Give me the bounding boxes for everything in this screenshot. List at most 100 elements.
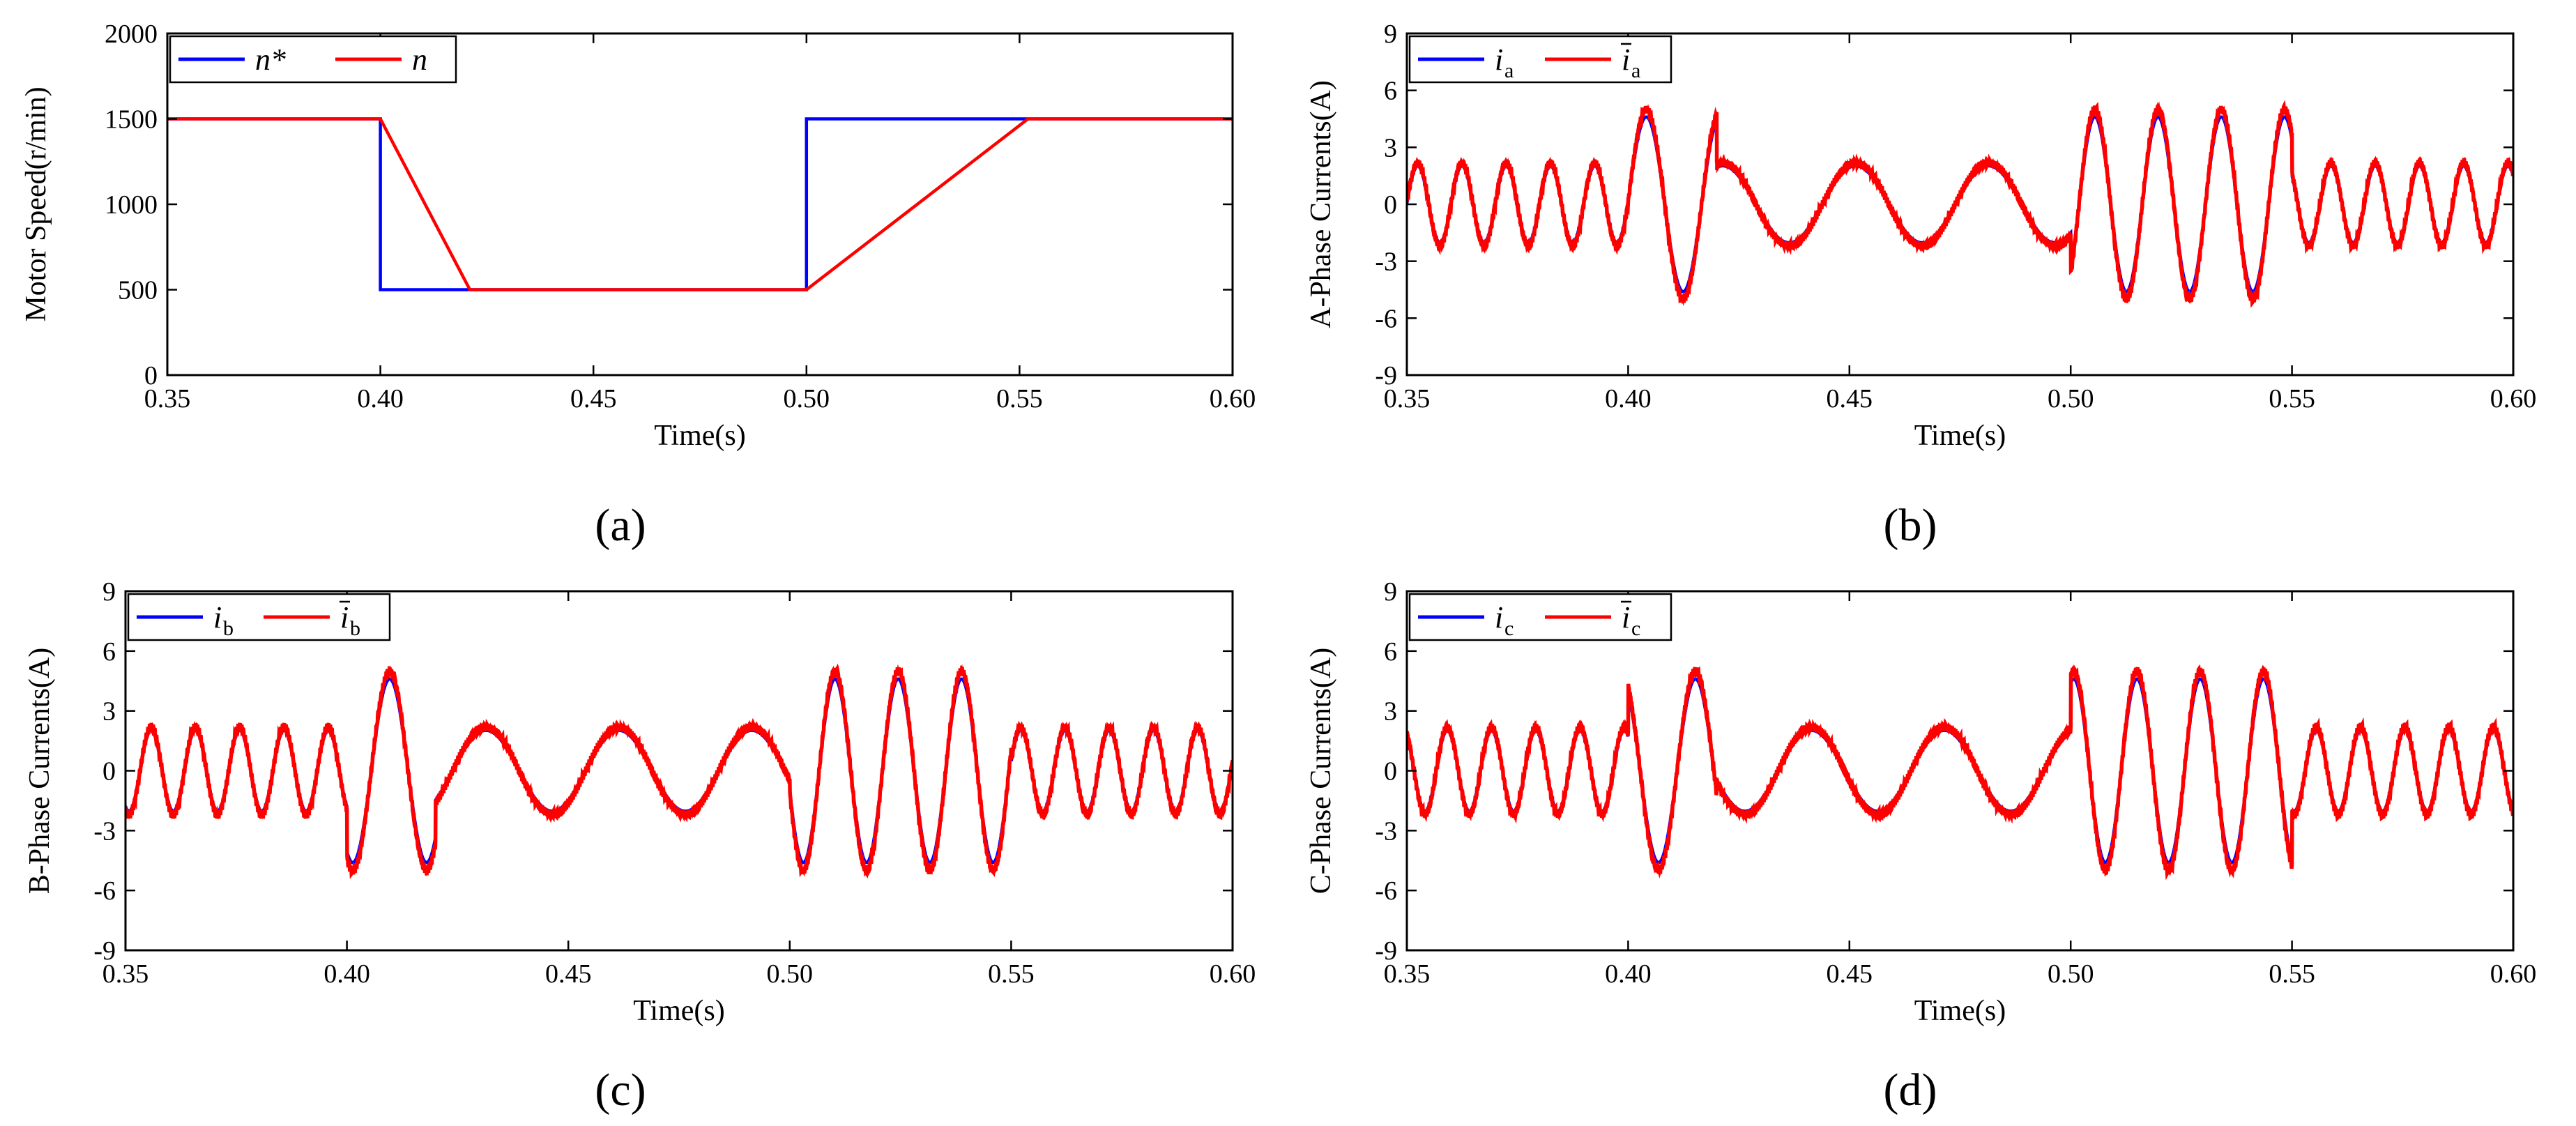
y-tick-label: -6: [93, 876, 116, 906]
legend-label-subscript: c: [1631, 617, 1640, 640]
y-tick-label: -3: [93, 816, 116, 846]
axes-frame: [124, 590, 1234, 952]
legend-label-subscript: c: [1504, 617, 1514, 640]
y-tick-label: 1500: [105, 105, 158, 135]
x-tick-label: 0.50: [2048, 384, 2094, 413]
panel-b: 0.35 0.40 0.45 0.50 0.55 0.60 -9 -6 -3 0 3 6 9 Time(s…: [1305, 20, 2536, 551]
y-axis-label: C-Phase Currents(A): [1305, 648, 1337, 894]
legend-label-subscript: a: [1504, 59, 1514, 82]
x-tick-label: 0.60: [2490, 959, 2537, 989]
y-tick-label: 9: [1384, 20, 1397, 49]
y-tick-label: -9: [93, 936, 116, 966]
x-axis-label: Time(s): [654, 420, 745, 452]
y-tick-label: -9: [1375, 936, 1397, 966]
x-axis-label: Time(s): [633, 995, 724, 1027]
panel-c: 0.35 0.40 0.45 0.50 0.55 0.60 -9 -6 -3 0 3 6 9 Time(s…: [24, 577, 1256, 1116]
x-tick-label: 0.45: [545, 959, 592, 989]
x-tick-label: 0.40: [1605, 384, 1652, 413]
legend-label-main: i: [340, 600, 349, 634]
y-tick-label: 0: [1384, 757, 1397, 786]
legend-label-subscript: b: [350, 617, 360, 640]
y-tick-label: -9: [1375, 361, 1397, 390]
series-line-n-star: [167, 117, 1233, 291]
axes-frame: [1405, 32, 2515, 376]
y-tick-label: 9: [102, 577, 116, 607]
panel-label: (b): [1884, 500, 1937, 551]
legend-label-main: n: [255, 43, 270, 77]
legend-label-main: i: [1622, 43, 1630, 77]
y-tick-label: 0: [102, 757, 116, 786]
series-line-ī_c: [1407, 664, 2513, 881]
x-tick-label: 0.55: [988, 959, 1035, 989]
y-tick-label: 6: [1384, 637, 1397, 667]
y-tick-label: 3: [1384, 133, 1397, 162]
x-tick-label: 0.40: [1605, 959, 1652, 989]
y-tick-label: -3: [1375, 248, 1397, 277]
x-tick-label: 0.55: [2269, 959, 2315, 989]
plot-lines: [1407, 100, 2513, 308]
legend-label-suffix: *: [272, 43, 287, 77]
y-tick-label: 500: [118, 276, 158, 305]
y-axis-label: Motor Speed(r/min): [20, 86, 52, 321]
x-tick-label: 0.60: [1210, 384, 1256, 413]
x-axis-label: Time(s): [1914, 995, 2006, 1027]
plot-lines: [167, 117, 1233, 291]
legend-label-main: i: [1495, 43, 1503, 77]
y-tick-label: -6: [1375, 304, 1397, 333]
plot-lines: [125, 663, 1233, 879]
x-tick-label: 0.55: [996, 384, 1043, 413]
legend-label-subscript: a: [1631, 59, 1640, 82]
legend-label-main: n: [412, 43, 427, 77]
panel-label: (d): [1884, 1065, 1937, 1116]
x-tick-label: 0.60: [1210, 959, 1256, 989]
x-tick-label: 0.45: [570, 384, 617, 413]
panel-label: (c): [595, 1065, 646, 1116]
y-tick-label: 6: [1384, 77, 1397, 106]
series-line-n: [167, 117, 1233, 291]
x-tick-label: 0.45: [1827, 959, 1873, 989]
y-tick-label: 0: [1384, 190, 1397, 220]
y-tick-label: -3: [1375, 816, 1397, 846]
x-tick-label: 0.55: [2269, 384, 2315, 413]
series-line-i_b: [125, 677, 1233, 865]
y-tick-label: 3: [1384, 697, 1397, 726]
x-tick-label: 0.40: [357, 384, 404, 413]
series-line-ī_a: [1407, 100, 2513, 308]
x-tick-label: 0.35: [1384, 959, 1431, 989]
panel-d: 0.35 0.40 0.45 0.50 0.55 0.60 -9 -6 -3 0 3 6 9 Time(s…: [1305, 577, 2536, 1116]
x-tick-label: 0.35: [1384, 384, 1431, 413]
y-axis-label: A-Phase Currents(A): [1305, 80, 1337, 328]
plot-lines: [1407, 664, 2513, 881]
panel-label: (a): [595, 500, 646, 551]
y-tick-label: 3: [102, 697, 116, 726]
legend-label-subscript: b: [223, 617, 234, 640]
x-tick-label: 0.35: [144, 384, 191, 413]
axes-frame: [166, 32, 1234, 376]
x-axis-label: Time(s): [1914, 420, 2006, 452]
y-tick-label: -6: [1375, 876, 1397, 906]
x-tick-label: 0.50: [2048, 959, 2094, 989]
y-tick-label: 0: [144, 361, 158, 390]
legend-label-main: i: [1622, 600, 1630, 634]
legend-label-main: i: [213, 600, 222, 634]
x-tick-label: 0.50: [784, 384, 830, 413]
x-tick-label: 0.50: [767, 959, 814, 989]
y-tick-label: 6: [102, 637, 116, 667]
x-tick-label: 0.35: [102, 959, 149, 989]
y-tick-label: 9: [1384, 577, 1397, 607]
y-axis-label: B-Phase Currents(A): [24, 648, 56, 894]
axes-frame: [1405, 590, 2515, 952]
panel-a: 0.35 0.40 0.45 0.50 0.55 0.60 0 500 1000 1500 2000…: [20, 20, 1256, 551]
x-tick-label: 0.40: [323, 959, 370, 989]
x-tick-label: 0.45: [1827, 384, 1873, 413]
y-tick-label: 1000: [105, 190, 158, 220]
series-line-ī_b: [125, 663, 1233, 879]
legend: n * n: [169, 35, 457, 84]
x-tick-label: 0.60: [2490, 384, 2537, 413]
series-line-i_a: [1407, 114, 2513, 294]
y-tick-label: 2000: [105, 20, 158, 49]
